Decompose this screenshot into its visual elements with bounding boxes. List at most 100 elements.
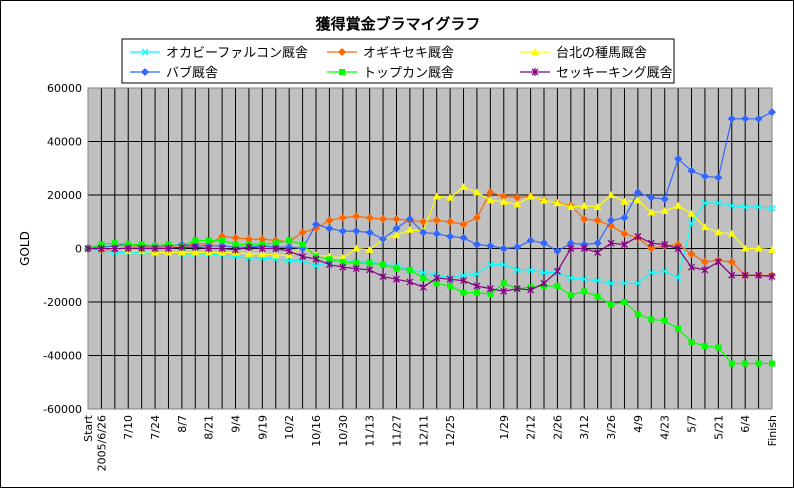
data-point bbox=[553, 247, 562, 256]
legend-label: オカビーファルコン厩舎 bbox=[166, 46, 308, 61]
legend-marker bbox=[531, 48, 539, 55]
data-point bbox=[325, 216, 334, 225]
legend-item: オギキセキ厩舎 bbox=[327, 46, 454, 61]
data-point bbox=[232, 245, 239, 254]
data-point bbox=[271, 251, 280, 259]
data-point bbox=[526, 192, 535, 200]
data-point bbox=[486, 188, 495, 197]
data-point bbox=[755, 271, 763, 280]
data-point bbox=[620, 213, 629, 222]
legend-marker bbox=[531, 68, 539, 76]
data-point bbox=[526, 236, 535, 245]
data-point bbox=[594, 293, 601, 300]
data-point bbox=[553, 199, 562, 207]
data-point bbox=[513, 266, 521, 274]
data-point bbox=[419, 283, 427, 292]
data-point bbox=[312, 224, 320, 233]
legend-marker bbox=[338, 48, 346, 56]
series-6 bbox=[84, 232, 776, 296]
x-tick-label: 4/9 bbox=[632, 415, 645, 433]
data-point bbox=[486, 261, 494, 269]
legend-marker bbox=[141, 48, 149, 56]
x-tick-label: 9/4 bbox=[230, 415, 243, 433]
data-point bbox=[768, 108, 776, 117]
data-point bbox=[553, 267, 561, 276]
data-point bbox=[258, 235, 267, 244]
data-point bbox=[754, 244, 763, 252]
data-point bbox=[674, 274, 682, 282]
data-point bbox=[567, 292, 574, 299]
x-tick-label: Start bbox=[82, 414, 95, 442]
data-point bbox=[741, 114, 750, 123]
data-point bbox=[231, 233, 240, 242]
x-tick-label: 11/27 bbox=[390, 415, 403, 447]
data-point bbox=[379, 272, 387, 281]
data-point bbox=[177, 248, 186, 256]
data-point bbox=[755, 203, 763, 211]
series-line bbox=[87, 186, 773, 259]
legend-label: オギキセキ厩舎 bbox=[363, 46, 454, 61]
y-tick-label: 60000 bbox=[47, 82, 82, 95]
data-point bbox=[460, 271, 467, 279]
data-point bbox=[608, 301, 615, 308]
data-point bbox=[499, 192, 508, 201]
data-point bbox=[406, 266, 413, 273]
data-point bbox=[768, 272, 776, 281]
data-point bbox=[593, 203, 602, 211]
x-tick-label: 12/25 bbox=[444, 415, 457, 447]
data-point bbox=[380, 261, 387, 268]
legend-label: 台北の種馬厩舎 bbox=[556, 45, 647, 61]
data-point bbox=[419, 217, 428, 226]
data-point bbox=[660, 207, 669, 215]
data-point bbox=[647, 244, 656, 253]
chart-title: 獲得賞金ブラマイグラフ bbox=[316, 15, 481, 33]
data-point bbox=[392, 215, 401, 224]
y-tick-label: -40000 bbox=[43, 350, 82, 363]
data-point bbox=[567, 244, 575, 253]
data-point bbox=[459, 182, 468, 190]
data-point bbox=[674, 201, 683, 209]
data-point bbox=[581, 288, 588, 295]
data-point bbox=[111, 240, 118, 247]
x-tick-label: Finish bbox=[766, 415, 779, 446]
data-point bbox=[312, 255, 320, 264]
data-point bbox=[258, 249, 267, 257]
x-tick-label: 6/4 bbox=[739, 415, 752, 433]
legend-item: バブ厩舎 bbox=[130, 65, 218, 81]
data-point bbox=[727, 229, 736, 237]
data-point bbox=[299, 241, 306, 248]
x-tick-label: 7/10 bbox=[122, 415, 135, 440]
y-tick-labels: 60000 40000 20000 0 -20000 -40000 -60000 bbox=[43, 82, 82, 416]
legend-item: 台北の種馬厩舎 bbox=[520, 45, 647, 61]
data-point bbox=[634, 279, 642, 287]
data-point bbox=[285, 257, 293, 264]
y-tick-label: -20000 bbox=[43, 296, 82, 309]
data-point bbox=[420, 274, 427, 281]
data-point bbox=[419, 228, 428, 237]
data-point bbox=[499, 197, 508, 205]
data-point bbox=[151, 244, 159, 253]
data-point bbox=[244, 235, 253, 244]
data-point bbox=[473, 289, 480, 296]
data-point bbox=[486, 241, 495, 250]
data-point bbox=[742, 360, 749, 367]
x-tick-label: 7/24 bbox=[149, 415, 162, 440]
data-point bbox=[661, 240, 669, 249]
data-point bbox=[540, 196, 548, 204]
data-point bbox=[647, 239, 655, 248]
x-tick-label: 8/21 bbox=[203, 415, 216, 440]
series-5 bbox=[85, 237, 775, 367]
data-point bbox=[352, 227, 361, 236]
x-tick-label: 5/7 bbox=[686, 415, 699, 433]
data-point bbox=[138, 241, 145, 248]
y-tick-label: 20000 bbox=[47, 189, 82, 202]
data-point bbox=[460, 289, 467, 296]
data-point bbox=[741, 271, 749, 280]
data-point bbox=[472, 188, 481, 196]
series-line bbox=[88, 235, 773, 292]
data-point bbox=[634, 311, 641, 318]
data-point bbox=[393, 275, 400, 284]
data-point bbox=[554, 282, 561, 289]
horizontal-gridlines bbox=[88, 141, 772, 356]
